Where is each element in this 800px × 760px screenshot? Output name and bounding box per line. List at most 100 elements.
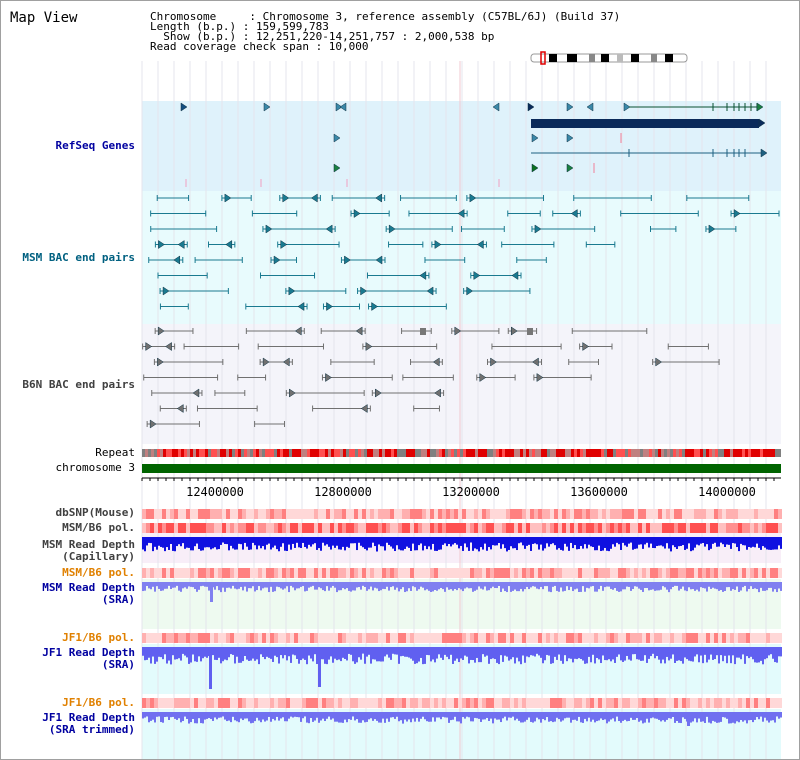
depth-bar (566, 582, 568, 587)
polymorphism-cell (762, 523, 766, 533)
depth-bar (200, 712, 202, 724)
track-label-msm-bac[interactable]: MSM BAC end pairs (22, 251, 135, 264)
depth-bar (258, 537, 260, 546)
gene-marker (192, 388, 200, 398)
depth-bar (248, 537, 250, 550)
depth-bar (618, 582, 620, 592)
polymorphism-cell (222, 523, 226, 533)
depth-bar (268, 712, 270, 717)
depth-bar (296, 537, 298, 543)
depth-bar (718, 647, 720, 664)
polymorphism-cell (210, 523, 214, 533)
depth-bar (754, 537, 756, 548)
track-label-msm-b6-pol-2[interactable]: MSM/B6 pol. (62, 566, 135, 579)
depth-bar (616, 537, 618, 543)
depth-bar (702, 537, 704, 544)
polymorphism-cell (454, 568, 458, 578)
polymorphism-cell (778, 523, 782, 533)
polymorphism-cell (186, 523, 190, 533)
polymorphism-cell (326, 698, 330, 708)
track-label-jf1-b6-pol[interactable]: JF1/B6 pol. (62, 631, 135, 644)
depth-bar (348, 537, 350, 548)
depth-bar (714, 537, 716, 543)
depth-bar (776, 537, 778, 550)
depth-bar (724, 647, 726, 656)
depth-bar (528, 712, 530, 718)
depth-bar (264, 582, 266, 588)
depth-bar (440, 712, 442, 720)
polymorphism-cell (682, 698, 686, 708)
track-label-jf1-depth-sra[interactable]: JF1 Read Depth (SRA) (42, 646, 135, 671)
depth-bar (170, 582, 172, 590)
polymorphism-cell (590, 509, 594, 519)
depth-bar (388, 537, 390, 545)
polymorphism-cell (306, 633, 310, 643)
gene-marker (145, 342, 153, 351)
depth-bar (332, 537, 334, 546)
depth-bar (566, 647, 568, 662)
polymorphism-cell (666, 633, 670, 643)
depth-bar (460, 537, 462, 546)
depth-bar (230, 647, 232, 655)
polymorphism-cell (178, 523, 182, 533)
depth-bar (780, 647, 782, 657)
depth-bar (310, 582, 312, 587)
depth-bar (500, 647, 502, 656)
depth-bar (696, 537, 698, 545)
polymorphism-cell (326, 633, 330, 643)
polymorphism-cell (362, 633, 366, 643)
depth-bar (606, 647, 608, 661)
gene-marker (434, 388, 441, 398)
gene-marker (335, 102, 343, 112)
track-label-msm-depth-capillary[interactable]: MSM Read Depth (Capillary) (42, 538, 135, 563)
polymorphism-cell (718, 568, 722, 578)
depth-bar (342, 647, 344, 658)
depth-bar (530, 647, 532, 656)
track-label-jf1-depth-trimmed[interactable]: JF1 Read Depth (SRA trimmed) (42, 711, 135, 736)
polymorphism-cell (774, 698, 778, 708)
track-label-dbsnp[interactable]: dbSNP(Mouse) (55, 506, 135, 519)
polymorphism-cell (382, 698, 386, 708)
track-label-jf1-b6-pol-2[interactable]: JF1/B6 pol. (62, 696, 135, 709)
depth-bar (190, 712, 192, 723)
polymorphism-cell (490, 568, 494, 578)
depth-bar (142, 647, 144, 656)
track-label-msm-b6-pol[interactable]: MSM/B6 pol. (62, 521, 135, 534)
track-label-b6n-bac[interactable]: B6N BAC end pairs (22, 378, 135, 391)
depth-bar (644, 647, 646, 656)
track-label-msm-depth-sra[interactable]: MSM Read Depth (SRA) (42, 581, 135, 606)
depth-bar (778, 712, 780, 719)
polymorphism-cell (154, 523, 158, 533)
depth-bar (242, 712, 244, 721)
depth-bar (204, 712, 206, 720)
polymorphism-cell (394, 509, 398, 519)
depth-bar (268, 537, 270, 544)
repeat-segment (700, 449, 703, 457)
depth-bar (302, 647, 304, 659)
polymorphism-cell (474, 698, 478, 708)
depth-bar (376, 712, 378, 721)
polymorphism-cell (230, 568, 234, 578)
depth-bar (368, 647, 370, 655)
depth-bar (520, 582, 522, 589)
polymorphism-cell (298, 698, 302, 708)
track-label-refseq[interactable]: RefSeq Genes (55, 139, 135, 152)
depth-bar (598, 582, 600, 590)
polymorphism-cell (250, 509, 254, 519)
depth-bar (270, 647, 272, 659)
depth-bar (230, 582, 232, 589)
polymorphism-cell (470, 509, 474, 519)
repeat-segment (745, 449, 748, 457)
depth-bar (604, 582, 606, 588)
depth-bar (690, 712, 692, 723)
depth-bar (400, 582, 402, 590)
depth-bar (550, 647, 552, 664)
polymorphism-cell (446, 509, 450, 519)
polymorphism-cell (278, 568, 282, 578)
ideogram-band (589, 54, 595, 62)
depth-bar (640, 537, 642, 545)
depth-bar (466, 712, 468, 717)
depth-bar (392, 712, 394, 718)
polymorphism-cell (294, 568, 298, 578)
